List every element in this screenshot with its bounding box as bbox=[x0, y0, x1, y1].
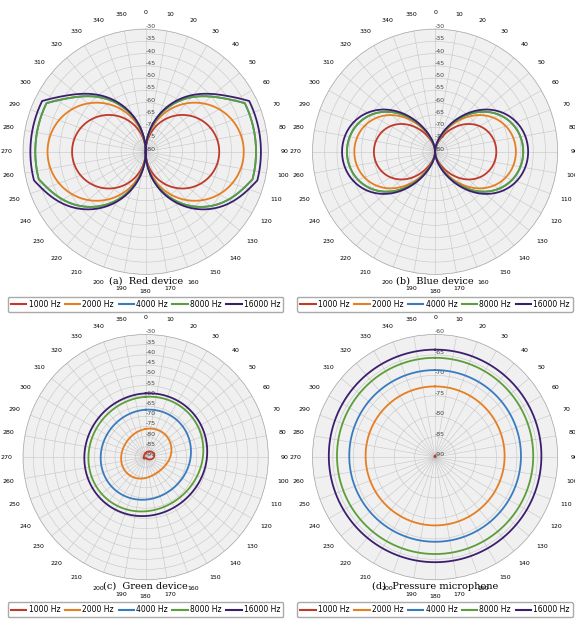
Text: (b)  Blue device: (b) Blue device bbox=[396, 276, 474, 285]
Text: (a)  Red device: (a) Red device bbox=[109, 276, 183, 285]
Legend: 1000 Hz, 2000 Hz, 4000 Hz, 8000 Hz, 16000 Hz: 1000 Hz, 2000 Hz, 4000 Hz, 8000 Hz, 1600… bbox=[8, 297, 283, 312]
Legend: 1000 Hz, 2000 Hz, 4000 Hz, 8000 Hz, 16000 Hz: 1000 Hz, 2000 Hz, 4000 Hz, 8000 Hz, 1600… bbox=[297, 602, 573, 617]
Text: (c)  Green device: (c) Green device bbox=[104, 581, 188, 591]
Legend: 1000 Hz, 2000 Hz, 4000 Hz, 8000 Hz, 16000 Hz: 1000 Hz, 2000 Hz, 4000 Hz, 8000 Hz, 1600… bbox=[297, 297, 573, 312]
Text: (d)  Pressure microphone: (d) Pressure microphone bbox=[372, 581, 498, 591]
Legend: 1000 Hz, 2000 Hz, 4000 Hz, 8000 Hz, 16000 Hz: 1000 Hz, 2000 Hz, 4000 Hz, 8000 Hz, 1600… bbox=[8, 602, 283, 617]
